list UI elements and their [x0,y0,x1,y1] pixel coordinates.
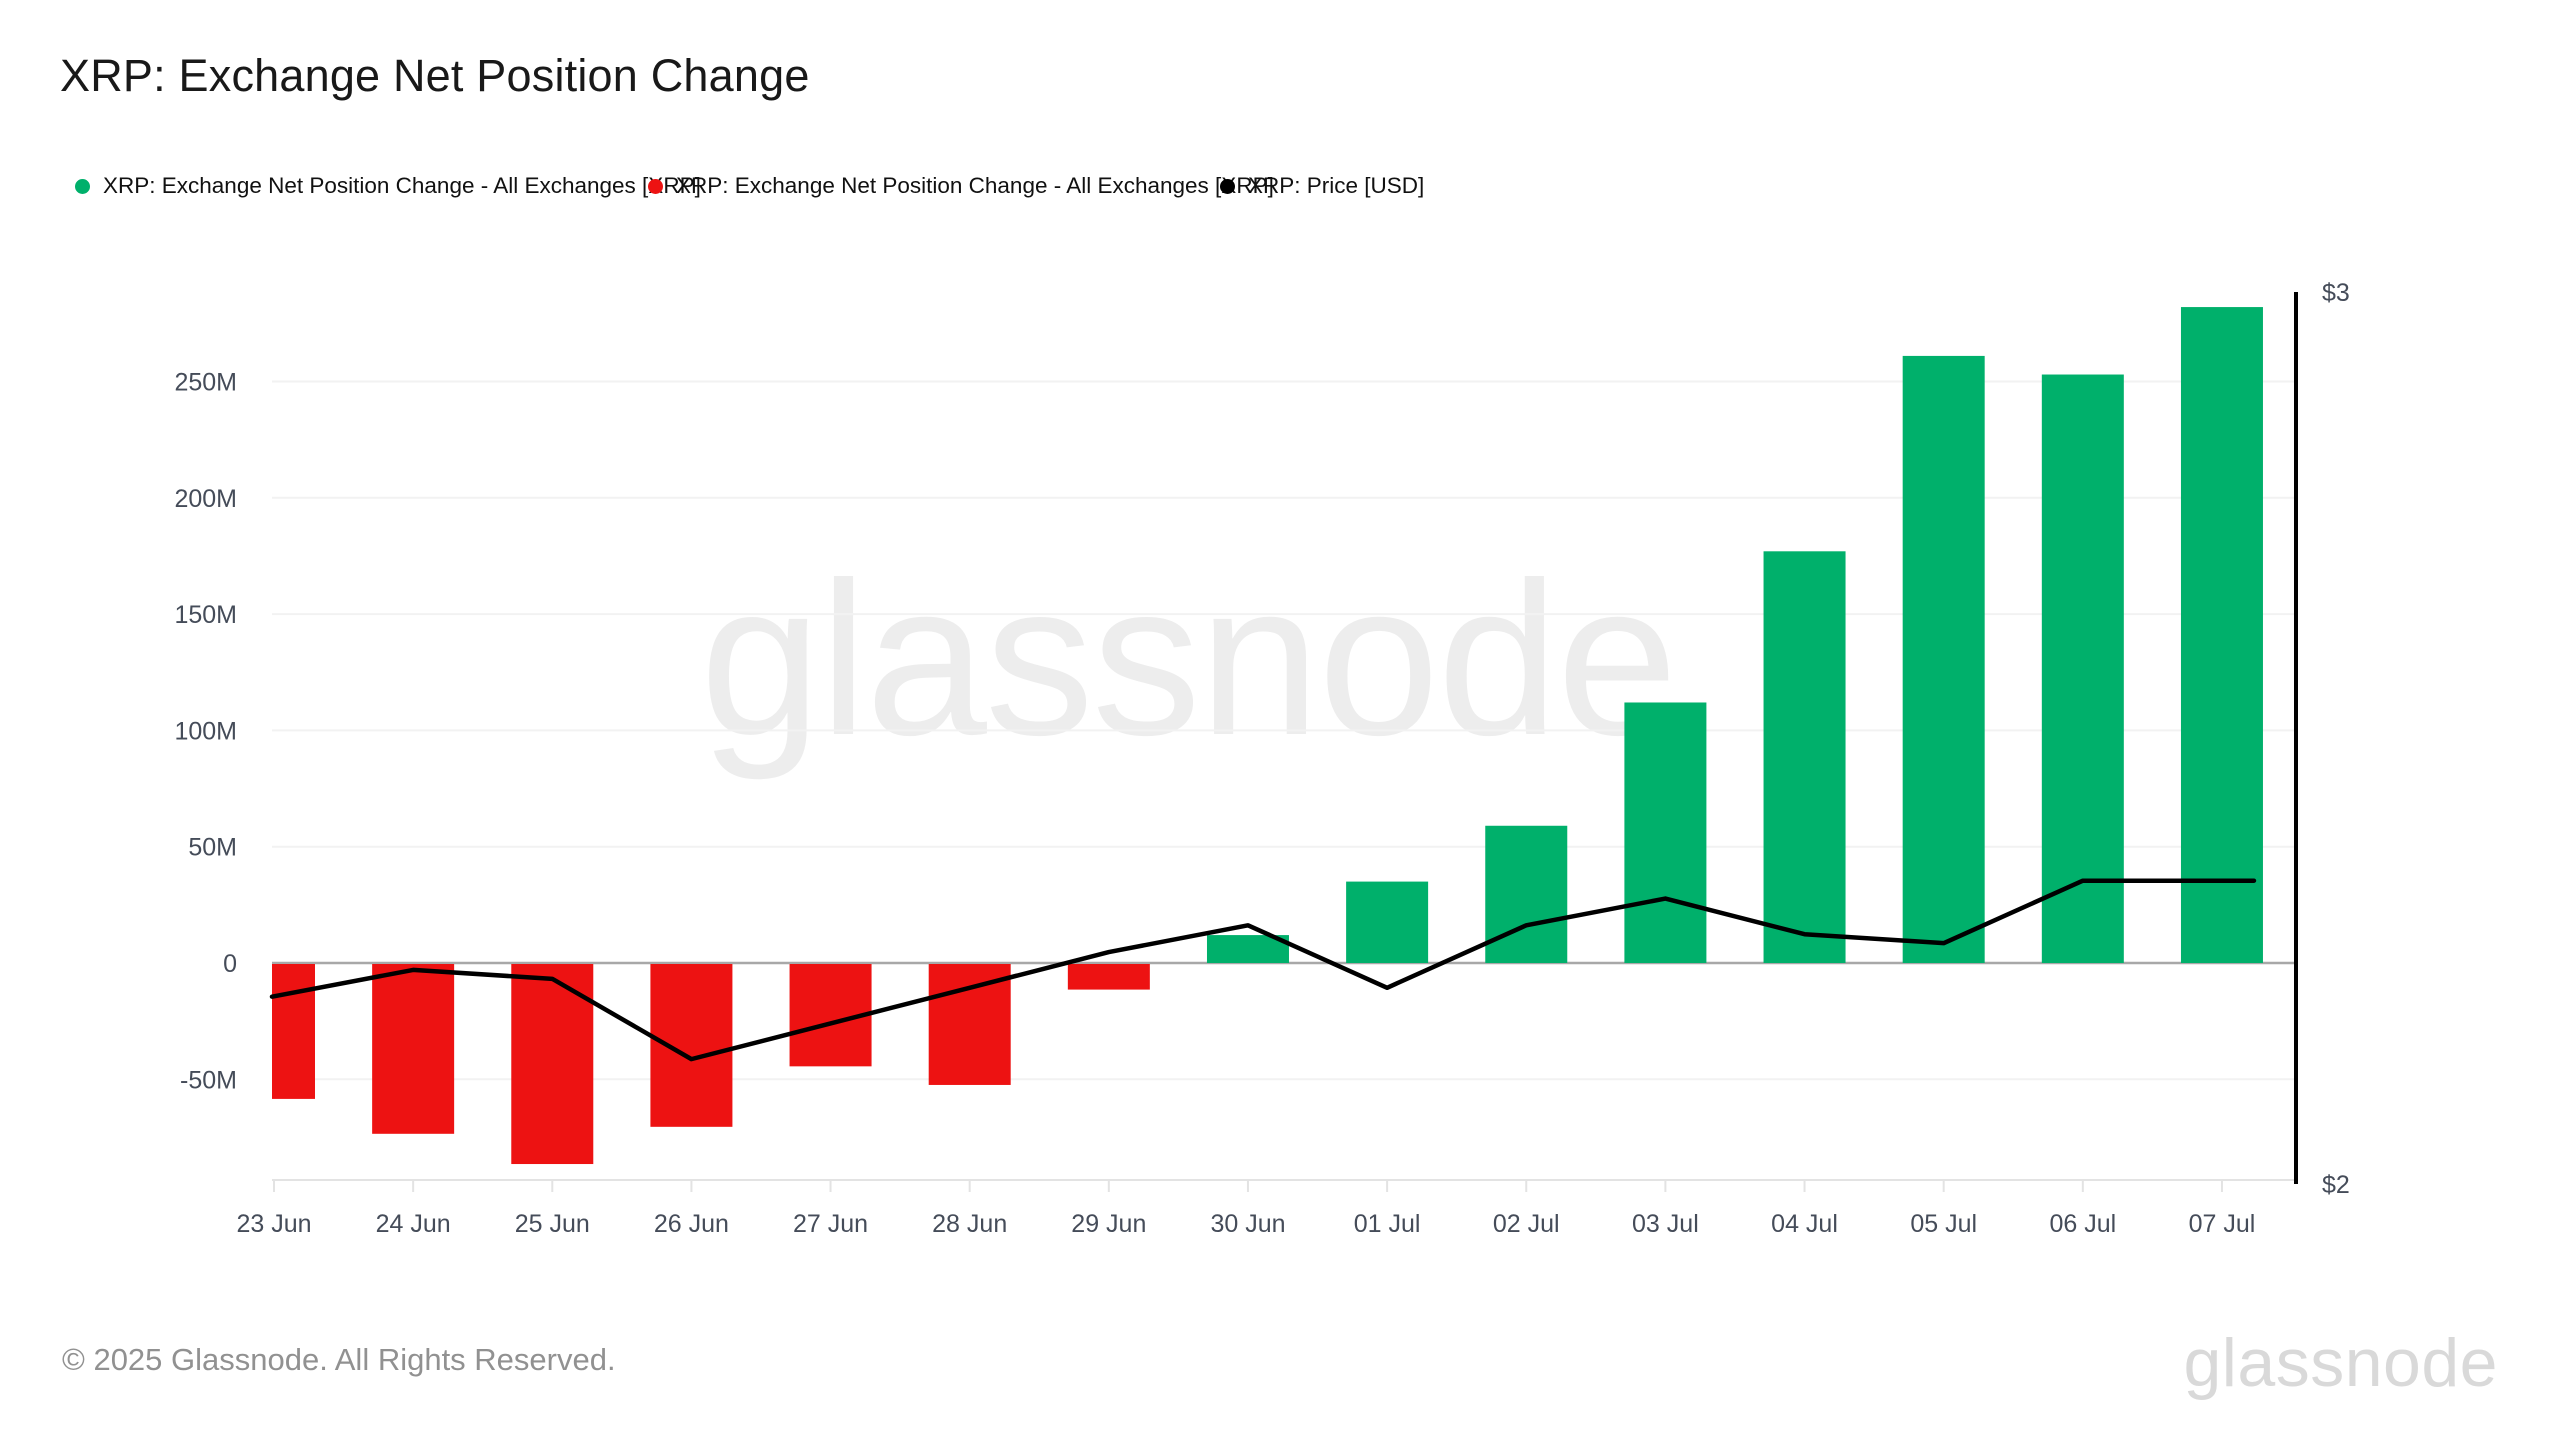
bar-03-jul[interactable] [1624,702,1707,963]
glassnode-logo: glassnode [2183,1325,2498,1401]
y-axis-tick-label: 200M [174,485,237,513]
y-axis-tick-label: 250M [174,369,237,397]
bar-06-jul[interactable] [2041,374,2124,964]
x-axis-tick-label: 26 Jun [654,1210,729,1238]
y-axis-tick-label: 0 [223,950,237,978]
legend-label: XRP: Exchange Net Position Change - All … [103,173,701,198]
x-axis-tick-label: 05 Jul [1910,1210,1977,1238]
bar-04-jul[interactable] [1763,551,1846,963]
x-axis-tick-label: 25 Jun [515,1210,590,1238]
x-axis-tick-label: 28 Jun [932,1210,1007,1238]
bar-23-jun[interactable] [233,964,315,1099]
x-axis-tick-label: 04 Jul [1771,1210,1838,1238]
bar-24-jun[interactable] [372,964,455,1134]
page-title: XRP: Exchange Net Position Change [60,50,810,101]
x-axis-tick-label: 07 Jul [2189,1210,2256,1238]
legend-black-dot-icon [1220,178,1235,194]
glassnode-watermark: glassnode [700,538,1678,781]
x-axis-tick-label: 06 Jul [2049,1210,2116,1238]
price-line[interactable] [269,878,2257,1062]
x-axis-tick-label: 30 Jun [1210,1210,1285,1238]
x-axis-tick-label: 29 Jun [1071,1210,1146,1238]
y-axis-tick-label: 100M [174,717,237,745]
y-axis-tick-label: -50M [180,1066,237,1094]
bar-01-jul[interactable] [1346,881,1429,963]
x-axis-tick-label: 03 Jul [1632,1210,1699,1238]
legend-item-net-position-positive[interactable]: XRP: Exchange Net Position Change - All … [75,170,701,202]
bar-29-jun[interactable] [1067,964,1150,990]
legend-green-dot-icon [75,178,90,194]
copyright-text: © 2025 Glassnode. All Rights Reserved. [62,1342,616,1377]
y-axis-tick-label: 150M [174,601,237,629]
right-axis-label-top: $3 [2322,279,2350,307]
legend-item-price[interactable]: XRP: Price [USD] [1220,170,1424,202]
bars-group [233,307,2263,1165]
bar-07-jul[interactable] [2180,307,2263,963]
bar-26-jun[interactable] [650,964,733,1127]
bar-05-jul[interactable] [1902,355,1985,963]
chart-legend: XRP: Exchange Net Position Change - All … [0,170,2560,202]
x-axis-tick-label: 27 Jun [793,1210,868,1238]
legend-red-dot-icon [648,178,663,194]
right-axis-label-bottom: $2 [2322,1171,2350,1199]
legend-item-net-position-negative[interactable]: XRP: Exchange Net Position Change - All … [648,170,1274,202]
legend-label: XRP: Exchange Net Position Change - All … [676,173,1274,198]
legend-label: XRP: Price [USD] [1248,173,1425,198]
bar-28-jun[interactable] [928,964,1011,1085]
bar-02-jul[interactable] [1485,825,1568,963]
bar-25-jun[interactable] [511,964,594,1165]
y-axis-tick-label: 50M [188,834,237,862]
x-axis-tick-label: 02 Jul [1493,1210,1560,1238]
x-axis-tick-label: 01 Jul [1354,1210,1421,1238]
x-axis-tick-label: 23 Jun [236,1210,311,1238]
x-axis-tick-label: 24 Jun [376,1210,451,1238]
